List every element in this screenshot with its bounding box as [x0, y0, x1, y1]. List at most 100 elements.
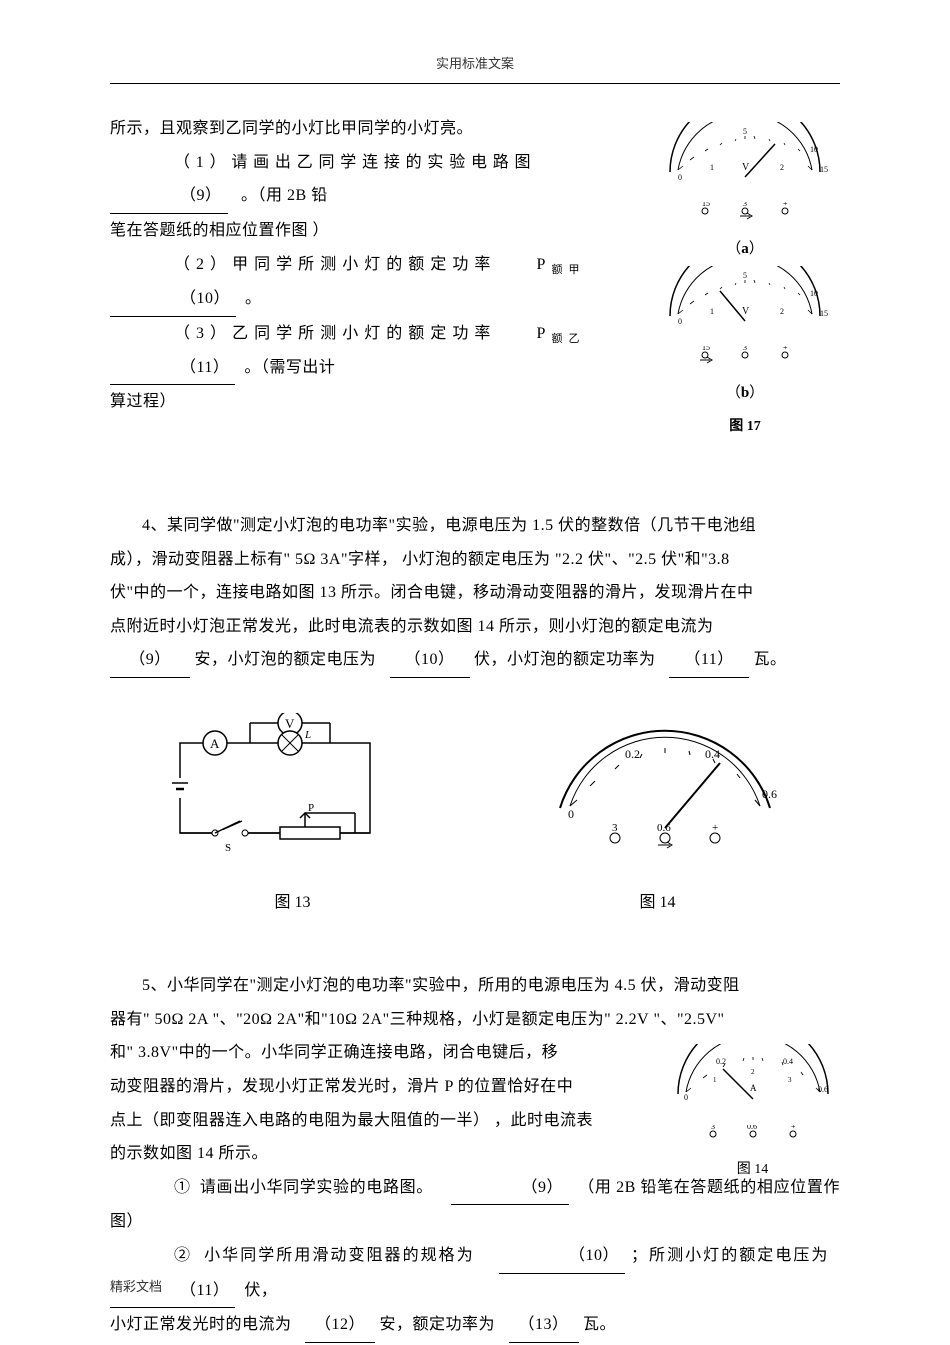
svg-text:3: 3 [743, 202, 747, 208]
svg-text:3: 3 [743, 346, 747, 352]
svg-text:0: 0 [678, 317, 682, 326]
svg-text:0.4: 0.4 [705, 747, 720, 761]
p1-q2-p: P [537, 256, 546, 273]
main-content: 0 5 10 15 1 2 V 15 3 + （a） [110, 112, 840, 1342]
svg-text:10: 10 [810, 145, 818, 154]
p1-q1-tail: 。（用 2B 铅 [241, 187, 328, 204]
p5-q2-tail2: 伏， [244, 1282, 277, 1299]
svg-text:2: 2 [780, 307, 784, 316]
blank-11: （11） [110, 351, 235, 386]
p5-l5: 点上（即变阻器连入电路的电阻为最大阻值的一半） ，此时电流表 [110, 1104, 610, 1138]
fig17-caption: 图 17 [645, 412, 845, 441]
p1-line1: 所示，且观察到乙同学的小灯比甲同学的小灯亮。 [110, 112, 580, 146]
p4-l3: 伏"中的一个，连接电路如图 13 所示。闭合电键，移动滑动变阻器的滑片，发现滑片… [110, 576, 840, 610]
p4-l4: 点附近时小灯泡正常发光，此时电流表的示数如图 14 所示，则小灯泡的额定电流为 [110, 610, 840, 644]
p1-q2-sub: 额甲 [546, 264, 580, 276]
p4-blank-11: （11） [669, 643, 749, 678]
page-footer: 精彩文档 [110, 1273, 162, 1300]
svg-text:+: + [791, 1125, 796, 1131]
header-divider [110, 83, 840, 84]
svg-text:15: 15 [820, 165, 828, 174]
p1-q3-sub: 额乙 [546, 333, 580, 345]
p4-b9-tail: 安，小灯泡的额定电压为 [195, 651, 377, 668]
fig14-box: 0 0.2 0.4 0.6 3 0.6 + [540, 723, 790, 866]
p5-l4: 动变阻器的滑片，发现小灯正常发光时，滑片 P 的位置恰好在中 [110, 1070, 610, 1104]
fig13-box: V A L S [160, 713, 390, 876]
blank-10: （10） [110, 282, 236, 317]
svg-text:5: 5 [743, 127, 747, 136]
svg-text:A: A [750, 1083, 757, 1093]
voltmeter-a: 0 5 10 15 1 2 V [660, 122, 830, 182]
fig13-caption: 图 13 [274, 886, 310, 920]
p5-last-3: 瓦。 [583, 1316, 616, 1333]
p4-blank-9: （9） [110, 643, 190, 678]
meter-b-label: （b） [645, 378, 845, 410]
svg-text:0.6: 0.6 [762, 787, 777, 801]
p5-q2-pre: 小华同学所用滑动变阻器的规格为 [204, 1247, 475, 1264]
small-meter-group: 0 0.2 0.4 0.6 1 2 3 A 3 0.6 + 图 14 [655, 1044, 850, 1185]
svg-text:3: 3 [788, 1076, 792, 1084]
figures-row: V A L S [110, 713, 840, 876]
svg-text:2: 2 [751, 1068, 755, 1076]
svg-text:A: A [210, 736, 220, 751]
p5-blank-10: （10） [499, 1239, 625, 1274]
svg-text:0: 0 [684, 1093, 688, 1102]
svg-text:0.4: 0.4 [783, 1057, 793, 1066]
svg-text:P: P [308, 802, 314, 814]
voltmeter-b: 0 5 10 15 1 2 V [660, 266, 830, 326]
p4-blank-10: （10） [390, 643, 470, 678]
p5-last-1: 小灯正常发光时的电流为 [110, 1316, 292, 1333]
svg-text:15: 15 [702, 202, 710, 208]
p1-q1-text: （1）请画出乙同学连接的实验电路图 [174, 154, 536, 171]
meter-a-label: （a） [645, 234, 845, 266]
circ-1: ① [174, 1179, 191, 1196]
page-header: 实用标准文案 [110, 50, 840, 77]
p1-q2-text: （2）甲同学所测小灯的额定功率 [174, 256, 496, 273]
ammeter-small: 0 0.2 0.4 0.6 1 2 3 A [668, 1044, 838, 1109]
captions-row: 图 13 图 14 [110, 886, 840, 920]
p4-b11-tail: 瓦。 [754, 651, 787, 668]
p5-q2-tail: ；所测小灯的额定电压为 [631, 1247, 829, 1264]
svg-text:15: 15 [702, 346, 710, 352]
p1-q1-tail2: 笔在答题纸的相应位置作图 ） [110, 214, 580, 248]
svg-text:5: 5 [743, 271, 747, 280]
p5-l3: 和" 3.8V"中的一个。小华同学正确连接电路，闭合电键后，移 [110, 1036, 610, 1070]
svg-text:3: 3 [612, 822, 618, 834]
p5-intro: 5、小华同学在"测定小灯泡的电功率"实验中，所用的电源电压为 4.5 伏，滑动变… [110, 969, 840, 1003]
svg-text:0.2: 0.2 [716, 1057, 726, 1066]
p1-q3-text: （3）乙同学所测小灯的额定功率 [174, 325, 496, 342]
p5-q1-pre: 请画出小华同学实验的电路图。 [200, 1179, 433, 1196]
svg-text:1: 1 [710, 163, 714, 172]
circuit-diagram: V A L S [160, 713, 390, 863]
p5-blank-13: （13） [509, 1308, 579, 1343]
p5-last: 小灯正常发光时的电流为 （12） 安，额定功率为 （13） 瓦。 [110, 1308, 840, 1343]
p1-q3-tail2: 算过程） [110, 385, 580, 419]
svg-text:1: 1 [713, 1076, 717, 1084]
svg-text:+: + [712, 822, 718, 834]
svg-text:15: 15 [820, 309, 828, 318]
p4-intro: 4、某同学做"测定小灯泡的电功率"实验，电源电压为 1.5 伏的整数倍（几节干电… [110, 509, 840, 543]
ammeter-large: 0 0.2 0.4 0.6 3 0.6 + [540, 723, 790, 853]
p4-blanks: （9） 安，小灯泡的额定电压为 （10） 伏，小灯泡的额定功率为 （11） 瓦。 [110, 643, 840, 678]
terminals-small: 3 0.6 + [668, 1125, 838, 1143]
svg-text:0: 0 [678, 173, 682, 182]
terminals-b: 15 3 + [660, 346, 830, 364]
fig14-small-caption: 图 14 [655, 1155, 850, 1184]
p5-l6: 的示数如图 14 所示。 [110, 1137, 610, 1171]
svg-text:V: V [285, 716, 295, 731]
p4-l2: 成），滑动变阻器上标有" 5Ω 3A"字样， 小灯泡的额定电压为 "2.2 伏"… [110, 543, 840, 577]
svg-text:0.6: 0.6 [657, 822, 671, 834]
p5-blank-9: （9） [451, 1171, 569, 1206]
svg-text:3: 3 [711, 1125, 715, 1131]
svg-text:V: V [742, 306, 750, 317]
p5-l2: 器有" 50Ω 2A "、"20Ω 2A"和"10Ω 2A"三种规格，小灯是额定… [110, 1003, 840, 1037]
p1-q3: （3）乙同学所测小灯的额定功率 P额乙 （11） 。（需写出计 [110, 317, 580, 386]
svg-text:0: 0 [568, 807, 574, 821]
svg-text:0.2: 0.2 [625, 747, 640, 761]
p1-q2-tail: 。 [245, 290, 262, 307]
svg-text:S: S [225, 842, 231, 854]
p1-q1: （1）请画出乙同学连接的实验电路图 （9） 。（用 2B 铅 [110, 146, 580, 214]
svg-text:2: 2 [780, 163, 784, 172]
svg-text:0.6: 0.6 [818, 1085, 828, 1094]
p5-last-2: 安，额定功率为 [380, 1316, 496, 1333]
